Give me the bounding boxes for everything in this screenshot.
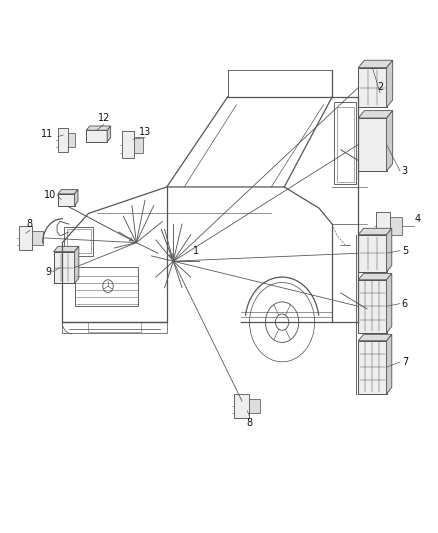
Polygon shape [387,273,392,333]
Text: 11: 11 [41,129,53,139]
Text: 12: 12 [98,114,110,123]
Bar [358,235,387,272]
Polygon shape [358,228,392,235]
Bar [86,130,107,142]
Polygon shape [358,60,392,68]
Text: 5: 5 [402,246,408,256]
Bar [249,399,260,413]
Bar [122,131,134,158]
Bar [358,118,387,171]
Polygon shape [387,111,392,171]
Bar [67,229,91,253]
Polygon shape [387,60,392,108]
Text: 13: 13 [139,127,151,136]
Polygon shape [107,126,111,142]
Bar [390,217,402,235]
Polygon shape [387,228,392,272]
Bar [358,341,387,394]
Text: 1: 1 [193,246,199,256]
Polygon shape [74,246,79,284]
Bar [53,252,74,284]
Text: 9: 9 [45,267,51,277]
Text: 8: 8 [247,418,253,427]
Polygon shape [53,246,79,252]
Bar [134,136,143,152]
Bar [88,322,141,332]
Text: 4: 4 [415,214,421,224]
Text: 10: 10 [43,190,56,200]
Bar [58,128,67,152]
Polygon shape [86,126,111,130]
Bar [334,102,356,184]
Text: 8: 8 [27,220,33,229]
Text: 6: 6 [402,298,408,309]
Bar [358,68,387,108]
Bar [67,133,75,147]
Polygon shape [358,273,392,280]
Bar [376,212,390,241]
Bar [336,108,354,182]
Bar [19,226,32,250]
Bar [358,280,387,333]
Bar [64,227,93,256]
Bar [32,231,43,245]
Bar [234,394,249,418]
Polygon shape [358,111,392,118]
Polygon shape [387,334,392,394]
Bar [75,266,138,306]
Text: 3: 3 [402,166,408,176]
Bar [58,194,74,206]
Text: 2: 2 [377,82,383,92]
Text: 7: 7 [402,357,408,367]
Polygon shape [58,190,78,194]
Polygon shape [74,190,78,206]
Polygon shape [358,334,392,341]
